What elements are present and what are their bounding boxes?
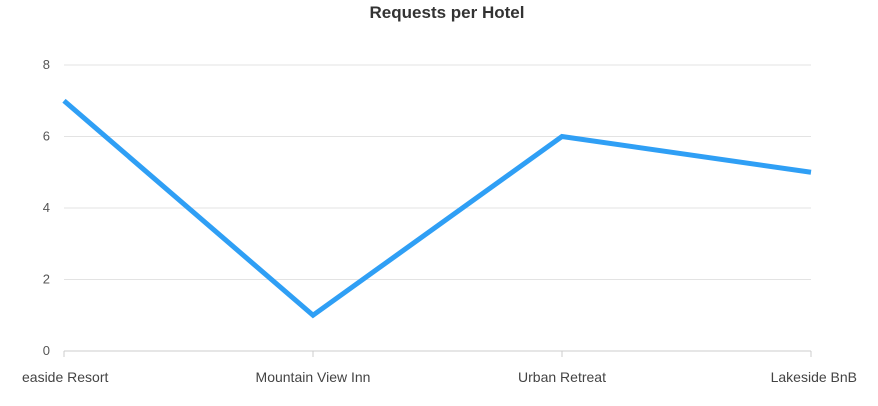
- y-tick-label: 6: [43, 129, 50, 144]
- x-tick-label: Mountain View Inn: [256, 369, 371, 385]
- x-tick-label: Lakeside BnB: [771, 369, 857, 385]
- series-layer: [62, 98, 812, 319]
- chart-title: Requests per Hotel: [369, 3, 525, 22]
- series-line: [62, 98, 812, 319]
- y-tick-label: 4: [43, 200, 50, 215]
- x-tick-label: easide Resort: [22, 369, 108, 385]
- grid-layer: [64, 64, 811, 352]
- y-tick-label: 8: [43, 57, 50, 72]
- y-tick-label: 2: [43, 272, 50, 287]
- label-layer: 0 2 4 6 8 easide Resort Mountain View Inn Urban…: [22, 57, 857, 385]
- y-tick-label: 0: [43, 343, 50, 358]
- axis-layer: [63, 351, 812, 357]
- x-tick-label: Urban Retreat: [518, 369, 606, 385]
